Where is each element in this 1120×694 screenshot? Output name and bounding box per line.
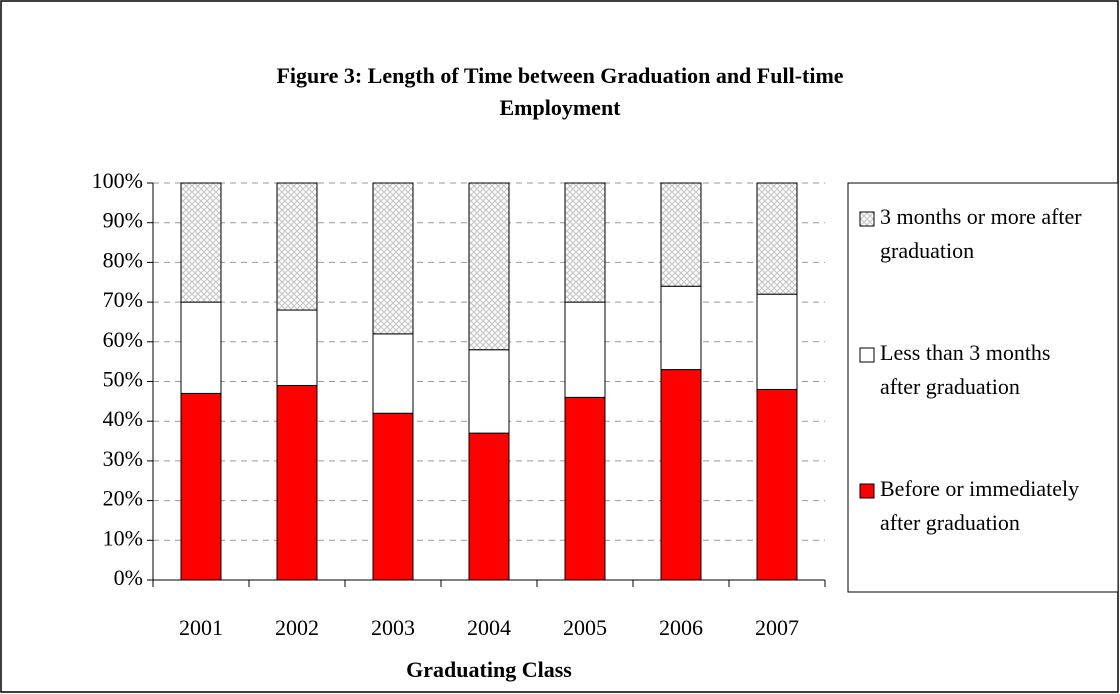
y-tick-label: 100% (92, 168, 143, 193)
y-tick-label: 50% (103, 367, 143, 392)
y-tick-label: 10% (103, 525, 143, 550)
x-tick-label: 2003 (371, 615, 415, 640)
bar-segment (660, 285, 702, 371)
x-tick-label: 2006 (659, 615, 703, 640)
y-tick-label: 20% (103, 486, 143, 511)
bar-segment (468, 349, 510, 434)
bar-segment (756, 293, 798, 390)
bar-segment (276, 384, 318, 581)
legend-box (847, 182, 1119, 593)
chart-title: Figure 3: Length of Time between Graduat… (276, 63, 844, 120)
legend-label: Less than 3 months after graduation (880, 340, 1051, 399)
legend-entry: Less than 3 months after graduation (880, 340, 1051, 399)
bar-segment (756, 182, 798, 295)
bar-segment (756, 388, 798, 581)
x-tick-label: 2005 (563, 615, 607, 640)
legend-swatch (859, 211, 875, 227)
x-tick-label: 2001 (179, 615, 223, 640)
y-tick-label: 80% (103, 247, 143, 272)
legend-entry: Before or immediately after graduation (880, 476, 1080, 535)
bar-segment (468, 182, 510, 351)
legend-label: Before or immediately after graduation (880, 476, 1080, 535)
bar-segment (276, 309, 318, 386)
bar-segment (564, 182, 606, 303)
y-tick-label: 40% (103, 406, 143, 431)
bar-segment (276, 182, 318, 311)
x-axis-label: Graduating Class (406, 657, 572, 682)
bar-segment (180, 392, 222, 581)
legend-label: 3 months or more after graduation (880, 204, 1082, 263)
bar-segment (564, 301, 606, 398)
x-tick-label: 2007 (755, 615, 799, 640)
y-tick-label: 30% (103, 446, 143, 471)
bar-segment (372, 333, 414, 414)
y-tick-label: 70% (103, 287, 143, 312)
bar-segment (180, 301, 222, 394)
bar-segment (372, 182, 414, 335)
bar-segment (180, 182, 222, 303)
y-tick-label: 90% (103, 208, 143, 233)
x-tick-label: 2002 (275, 615, 319, 640)
bar-segment (660, 369, 702, 581)
legend-swatch (859, 347, 875, 363)
bar-segment (468, 432, 510, 581)
y-tick-label: 0% (114, 565, 143, 590)
title-box: Figure 3: Length of Time between Graduat… (276, 63, 844, 120)
legend-swatch (859, 483, 875, 499)
x-tick-label: 2004 (467, 615, 511, 640)
bar-segment (372, 412, 414, 581)
y-tick-label: 60% (103, 327, 143, 352)
bar-segment (564, 396, 606, 581)
bar-segment (660, 182, 702, 287)
legend-entry: 3 months or more after graduation (880, 204, 1082, 263)
